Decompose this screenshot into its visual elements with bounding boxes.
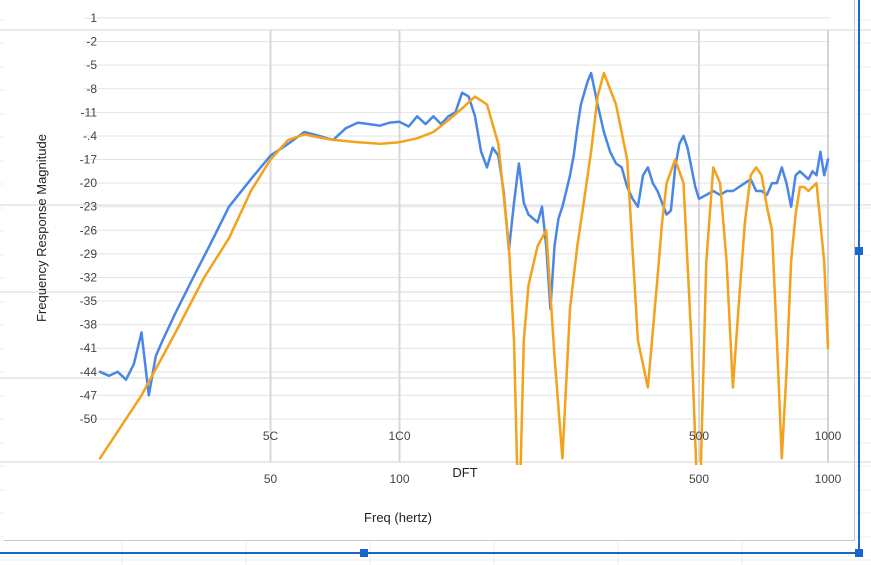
y-tick-label: -17 [80,153,98,167]
series-layer [98,71,830,465]
y-tick-label: -8 [86,82,97,96]
y-axis-ticks: 1 -2 -5 -8 -11 -.4 -17 -20 -23 -26 -29 -32 -35 -38 -41… [80,11,98,426]
y-tick-label: -.4 [83,129,97,143]
x-tick-label-lower: 500 [689,472,709,486]
y-tick-label: -11 [81,105,98,119]
y-tick-label: -35 [80,294,98,308]
overlay-chart-title: DFT [452,465,477,480]
x-tick-label-lower: 50 [264,472,278,486]
y-tick-label: -32 [80,270,98,284]
y-tick-label: -2 [86,35,97,49]
y-tick-label: -26 [80,223,98,237]
y-tick-label: -44 [80,365,98,379]
series-line-1 [98,71,830,397]
x-tick-label-upper: 500 [689,429,709,443]
resize-handle-right-middle[interactable] [855,247,863,255]
y-tick-label: -5 [86,58,97,72]
y-tick-label: -23 [80,200,98,214]
resize-handle-bottom-center[interactable] [360,549,368,557]
y-tick-label: -41 [80,341,98,355]
x-tick-label-upper: 5C [263,429,279,443]
selection-border-right[interactable] [858,0,860,554]
x-axis-ticks: 5C 1C0 500 1000 50 100 500 1000 [263,429,842,486]
y-tick-label: -50 [80,412,98,426]
chart-card[interactable] [4,0,855,541]
x-tick-label-upper: 1C0 [388,429,410,443]
x-tick-label-upper: 1000 [815,429,842,443]
y-tick-label: -47 [80,388,98,402]
x-tick-label-lower: 100 [389,472,409,486]
resize-handle-bottom-right[interactable] [855,549,863,557]
x-tick-label-lower: 1000 [815,472,842,486]
x-axis-title: Freq (hertz) [364,510,432,525]
selection-border-bottom[interactable] [0,552,860,554]
y-tick-label: -29 [80,247,98,261]
y-tick-label: 1 [90,11,97,25]
y-tick-label: -20 [80,176,98,190]
y-tick-label: -38 [80,318,98,332]
series-line-2 [98,71,830,465]
y-axis-title: Frequency Response Magnitude [34,134,49,322]
plot-gridlines [0,17,871,463]
